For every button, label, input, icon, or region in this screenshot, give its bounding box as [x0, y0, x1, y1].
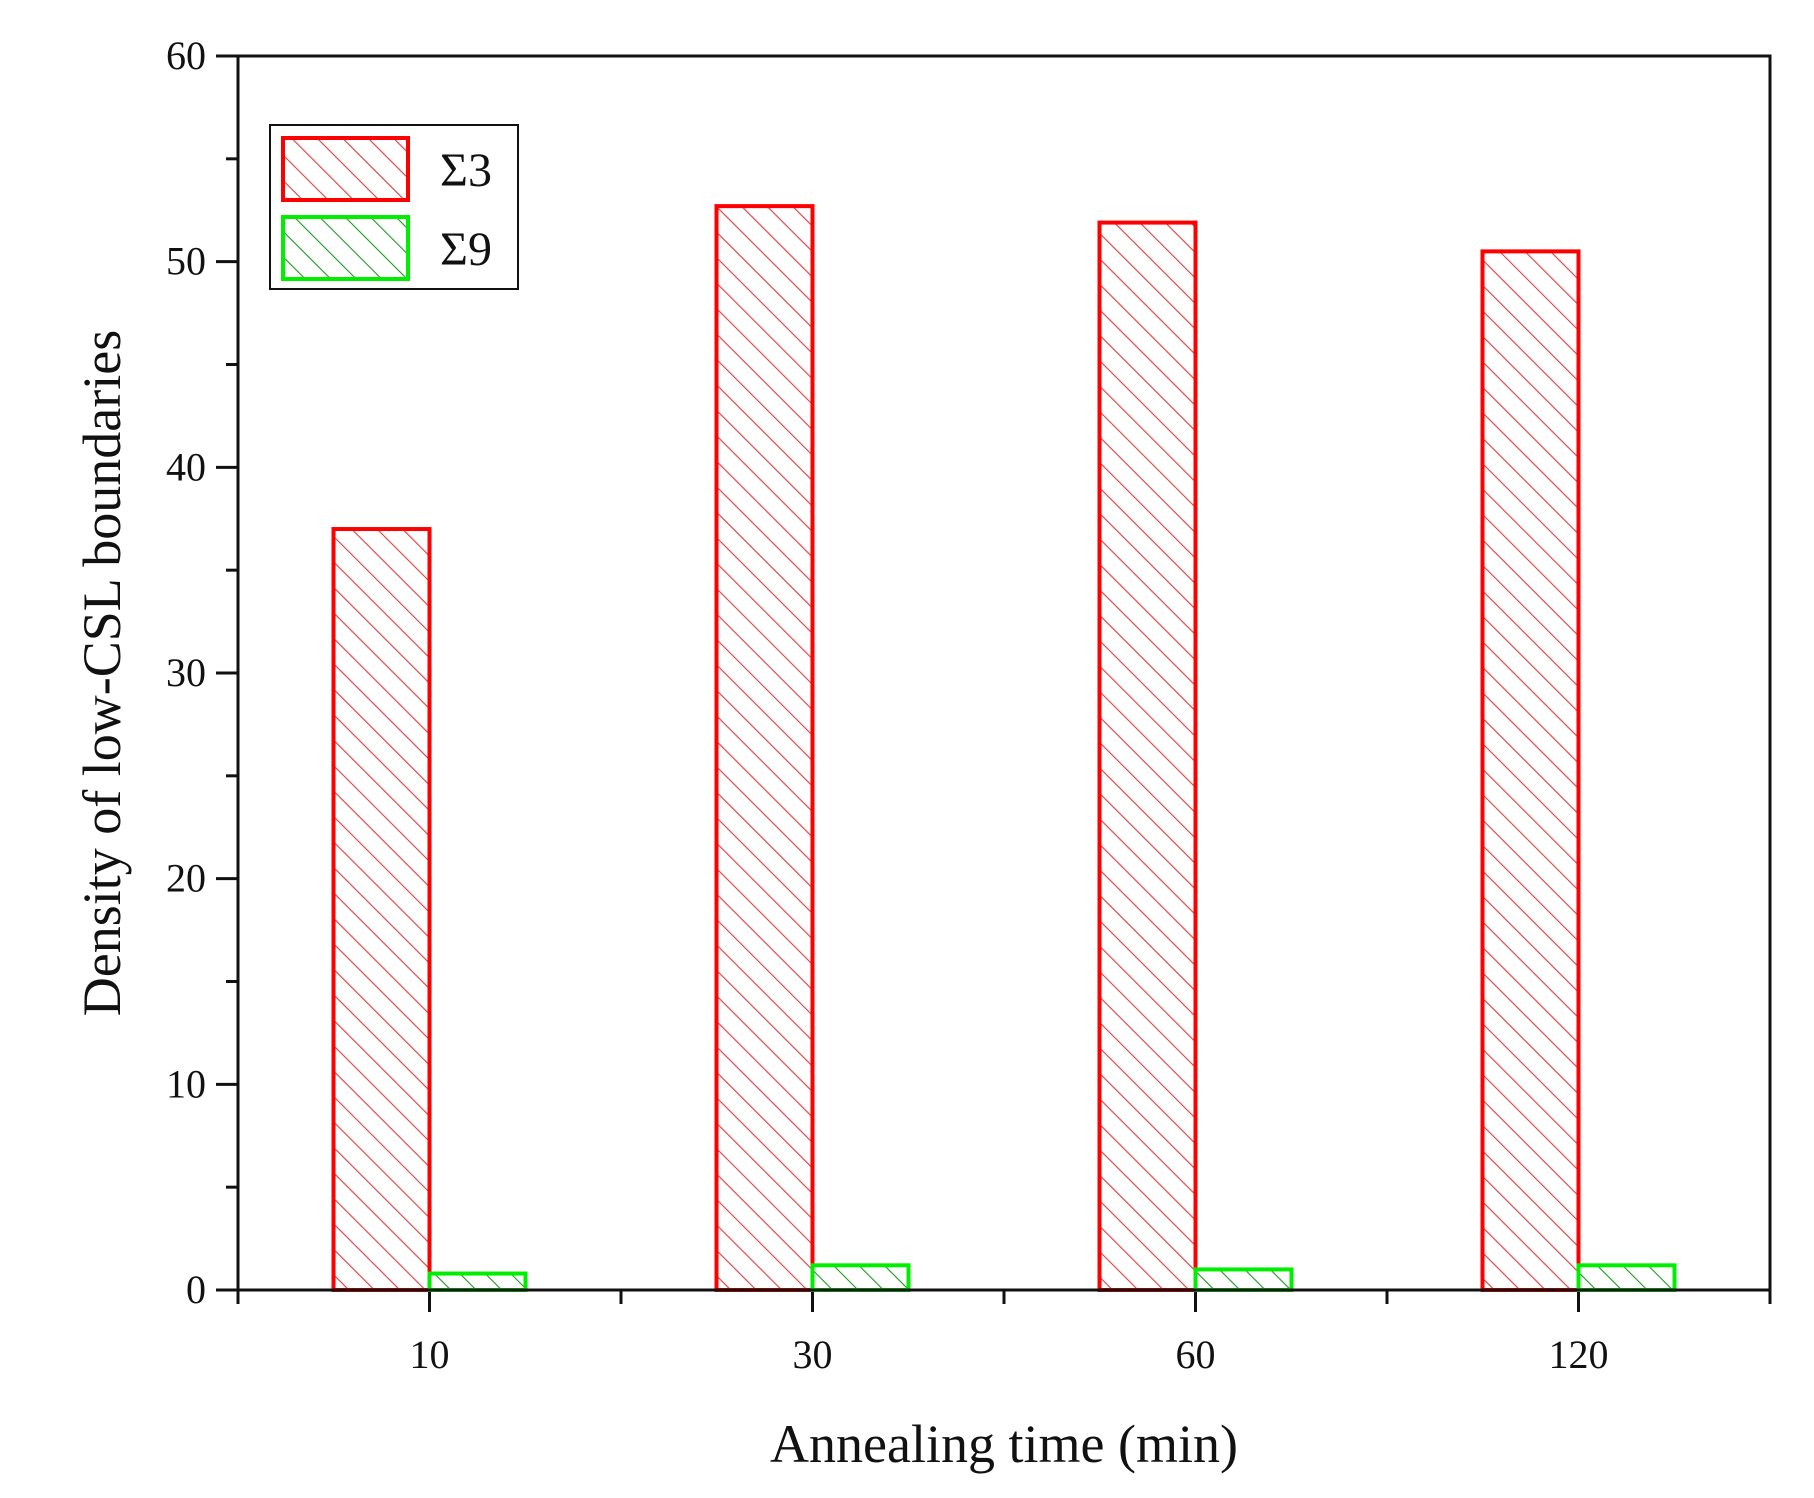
- x-tick-label: 30: [793, 1332, 833, 1377]
- x-axis: 10 30 60 120: [236, 1290, 1772, 1377]
- x-tick-label: 10: [410, 1332, 450, 1377]
- bar-sigma3-60: [1097, 220, 1198, 1293]
- bar-sigma9-120: [1576, 1263, 1677, 1292]
- legend-swatch-sigma9: [281, 215, 410, 281]
- legend-label-sigma3: Σ3: [440, 144, 492, 197]
- bars: [238, 204, 1770, 1293]
- legend-label-sigma9: Σ9: [440, 223, 492, 276]
- y-tick-label: 30: [166, 650, 206, 695]
- bar-sigma9-30: [810, 1263, 911, 1292]
- y-tick-label: 0: [186, 1267, 206, 1312]
- legend: Σ3 Σ9: [269, 124, 519, 290]
- bar-sigma3-30: [714, 204, 815, 1292]
- y-tick-label: 60: [166, 33, 206, 78]
- bar-sigma3-10: [331, 527, 432, 1292]
- y-tick-label: 40: [166, 444, 206, 489]
- bar-sigma3-120: [1480, 249, 1581, 1293]
- y-tick-label: 50: [166, 239, 206, 284]
- legend-swatch-sigma3: [281, 136, 410, 202]
- y-axis-title: Density of low-CSL boundaries: [72, 330, 132, 1016]
- x-axis-title: Annealing time (min): [770, 1414, 1238, 1474]
- y-tick-label: 10: [166, 1061, 206, 1106]
- y-axis: 0 10 20 30 40 50 60: [166, 33, 238, 1312]
- bar-sigma9-60: [1193, 1267, 1294, 1293]
- bar-sigma9-10: [427, 1271, 528, 1292]
- x-tick-label: 60: [1176, 1332, 1216, 1377]
- x-tick-label: 120: [1549, 1332, 1609, 1377]
- y-tick-label: 20: [166, 856, 206, 901]
